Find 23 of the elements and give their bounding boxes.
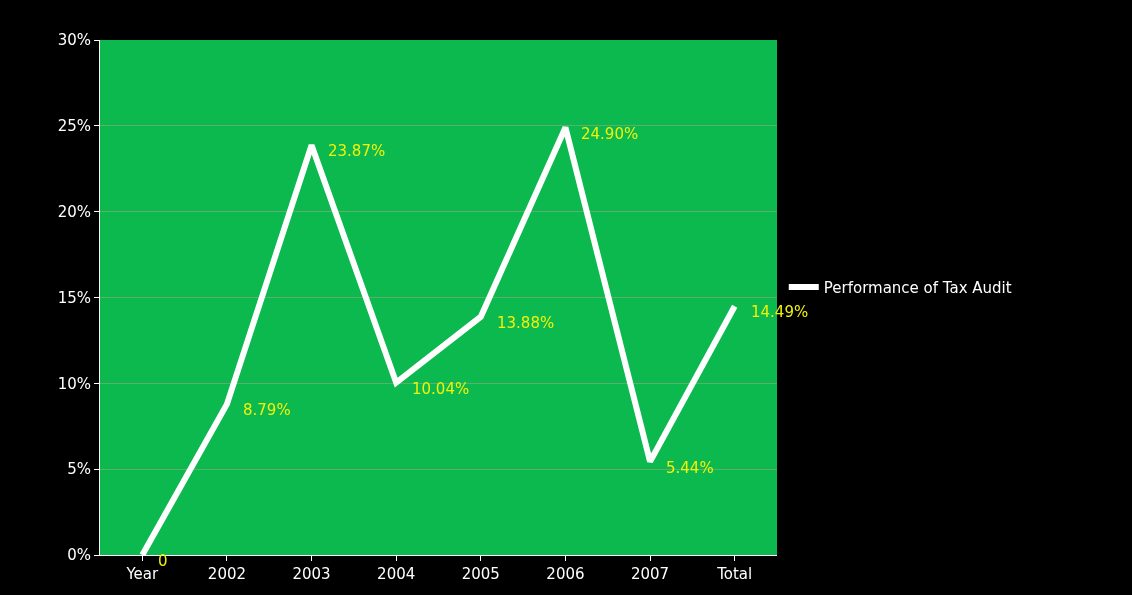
x-tick-label: Total (716, 565, 753, 583)
x-tick-label: 2007 (630, 565, 670, 583)
y-tick-label: 0% (67, 546, 91, 565)
y-tick-label: 20% (57, 202, 91, 221)
data-label: 5.44% (666, 459, 714, 477)
data-label: 10.04% (412, 380, 470, 398)
y-tick-label: 15% (57, 288, 91, 307)
y-tick-label: 30% (57, 31, 91, 50)
x-tick-label: 2003 (292, 565, 331, 583)
data-label: 8.79% (243, 401, 291, 419)
data-label: 23.87% (328, 142, 386, 160)
x-tick-label: 2002 (207, 565, 247, 583)
data-label: 24.90% (581, 125, 639, 143)
y-tick-label: 25% (57, 117, 91, 136)
x-tick-label: 2004 (377, 565, 416, 583)
x-tick-label: Year (125, 565, 160, 583)
data-label: 13.88% (497, 314, 555, 332)
x-tick-label: 2005 (461, 565, 500, 583)
x-tick-label: 2006 (546, 565, 585, 583)
y-tick-label: 5% (67, 460, 91, 479)
y-tick-label: 10% (57, 374, 91, 393)
data-label: 0 (158, 552, 168, 570)
legend-label: Performance of Tax Audit (823, 278, 1012, 297)
